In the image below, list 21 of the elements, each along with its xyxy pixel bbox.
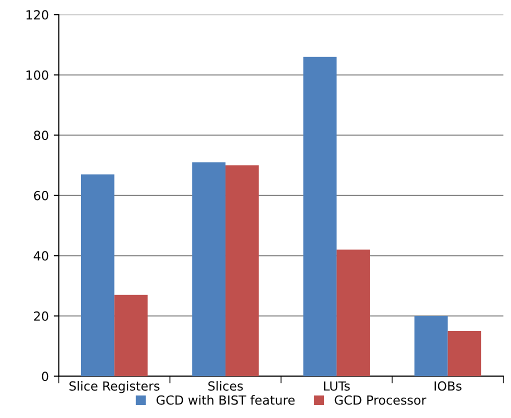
bar	[225, 165, 259, 376]
bar	[336, 250, 370, 376]
bar	[80, 174, 114, 376]
x-tick-label: LUTs	[324, 381, 350, 391]
bar	[303, 56, 337, 376]
x-tick-label: IOBs	[434, 381, 462, 391]
x-tick-label: Slices	[208, 381, 243, 391]
bar	[192, 162, 226, 376]
legend-label: GCD with BIST feature	[156, 395, 295, 405]
y-tick-label: 80	[34, 130, 48, 140]
x-tick-label: Slice Registers	[69, 381, 160, 394]
y-tick-label: 40	[34, 251, 48, 261]
y-tick-label: 100	[26, 70, 48, 80]
y-tick-label: 120	[26, 10, 48, 20]
legend-label: GCD Processor	[334, 395, 426, 405]
bar	[414, 316, 448, 376]
bar	[448, 331, 482, 376]
y-tick-label: 0	[42, 372, 48, 382]
bar	[114, 294, 148, 376]
y-tick-label: 60	[34, 190, 48, 200]
y-tick-label: 20	[34, 311, 48, 321]
